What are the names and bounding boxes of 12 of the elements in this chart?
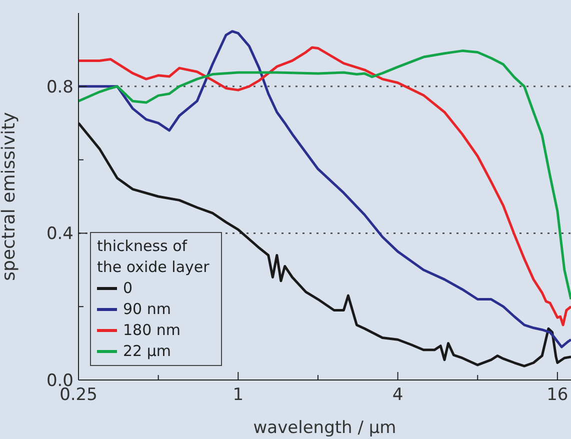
x-tick-label: 4 xyxy=(392,385,404,405)
legend-label: 90 nm xyxy=(123,299,171,320)
y-axis-title: spectral emissivity xyxy=(0,112,20,281)
x-axis-title: wavelength / µm xyxy=(253,418,396,438)
y-tick-label: 0.4 xyxy=(46,224,74,244)
legend-label: 22 µm xyxy=(123,341,172,362)
legend-label: 180 nm xyxy=(123,320,181,341)
y-tick-label: 0.8 xyxy=(46,77,74,98)
x-tick-label: 1 xyxy=(232,385,244,405)
legend-title: thickness of the oxide layer xyxy=(97,236,210,278)
legend-label: 0 xyxy=(123,278,133,299)
x-tick-label: 16 xyxy=(546,385,568,405)
